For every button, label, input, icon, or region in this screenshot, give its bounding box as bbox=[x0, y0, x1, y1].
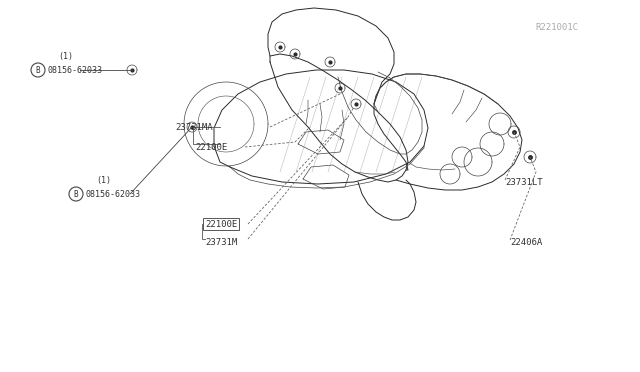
Text: 22406A: 22406A bbox=[510, 237, 542, 247]
Text: 22100E: 22100E bbox=[205, 219, 237, 228]
Text: 23731M: 23731M bbox=[205, 237, 237, 247]
Text: 22100E: 22100E bbox=[195, 142, 227, 151]
Text: (1): (1) bbox=[96, 176, 111, 185]
Text: 08156-62033: 08156-62033 bbox=[86, 189, 141, 199]
Text: 08156-62033: 08156-62033 bbox=[48, 65, 103, 74]
Text: R221001C: R221001C bbox=[535, 22, 578, 32]
Text: 23731MA: 23731MA bbox=[175, 122, 212, 131]
Text: B: B bbox=[36, 65, 40, 74]
Text: (1): (1) bbox=[58, 51, 73, 61]
Text: B: B bbox=[74, 189, 78, 199]
Text: 23731LT: 23731LT bbox=[505, 177, 543, 186]
